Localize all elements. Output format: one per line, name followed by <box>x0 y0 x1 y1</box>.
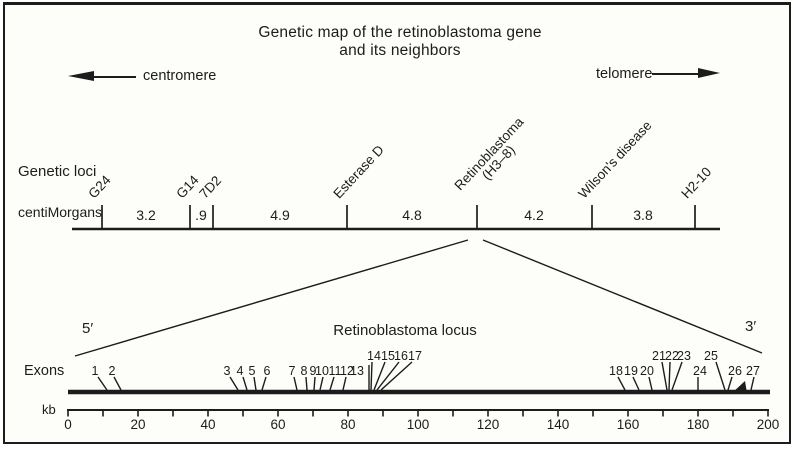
telomere-arrow-icon <box>698 68 720 78</box>
kb-axis-label-140: 140 <box>546 417 570 432</box>
exon-label-24: 24 <box>693 364 707 378</box>
cm-distance-3: 4.8 <box>402 207 422 223</box>
exon-tick-18 <box>617 376 626 391</box>
kb-axis-label-0: 0 <box>64 417 72 432</box>
exon-label-13: 13 <box>350 364 364 378</box>
exon-label-12: 12 <box>340 364 354 378</box>
kb-axis-label-20: 20 <box>130 417 146 432</box>
exon-label-5: 5 <box>248 364 256 378</box>
exon-label-9: 9 <box>309 364 317 378</box>
zoom-diagonal-right <box>482 239 763 354</box>
exon-tick-1 <box>97 376 108 391</box>
kb-axis-label-60: 60 <box>270 417 286 432</box>
exon-tick-19 <box>632 376 640 391</box>
exon-tick-22 <box>668 361 671 391</box>
exon-label-7: 7 <box>288 364 296 378</box>
kb-axis-label-200: 200 <box>756 417 780 432</box>
exon-tick-17 <box>380 361 413 391</box>
exon-tick-26 <box>727 376 733 391</box>
exon-tick-6 <box>261 376 267 391</box>
exon-label-19: 19 <box>624 364 638 378</box>
exon-label-23: 23 <box>677 349 691 363</box>
exon-tick-21 <box>661 361 668 391</box>
exon-label-10: 10 <box>315 364 329 378</box>
exon-label-14: 14 <box>367 349 381 363</box>
exon-tick-8 <box>305 376 308 391</box>
exon-26-filled-wedge <box>732 381 747 393</box>
exon-tick-10 <box>319 376 324 391</box>
centromere-arrow-icon <box>68 71 94 81</box>
kb-axis-label-120: 120 <box>476 417 500 432</box>
centimorgans-row-label: centiMorgans <box>18 204 103 220</box>
exon-label-2: 2 <box>108 364 116 378</box>
exon-tick-15 <box>373 361 386 391</box>
exon-tick-16 <box>376 361 400 391</box>
three-prime-label: 3′ <box>745 318 757 335</box>
exon-tick-2 <box>113 376 122 391</box>
exon-tick-23 <box>671 361 683 391</box>
telomere-arrow-shaft <box>652 73 700 76</box>
kb-axis-label-100: 100 <box>406 417 430 432</box>
exon-label-3: 3 <box>223 364 231 378</box>
exon-tick-25 <box>715 361 726 391</box>
five-prime-label: 5′ <box>82 320 94 337</box>
exon-label-8: 8 <box>300 364 308 378</box>
exon-label-17: 17 <box>408 349 422 363</box>
cm-distance-5: 3.8 <box>633 207 653 223</box>
exon-label-4: 4 <box>236 364 244 378</box>
exon-label-22: 22 <box>665 349 679 363</box>
figure-border <box>3 2 791 444</box>
kb-axis-label-160: 160 <box>616 417 640 432</box>
exon-tick-12 <box>342 376 347 391</box>
exon-tick-5 <box>253 376 257 391</box>
kb-axis-label-40: 40 <box>200 417 216 432</box>
exon-label-25: 25 <box>704 349 718 363</box>
exon-label-15: 15 <box>381 349 395 363</box>
cm-distance-0: 3.2 <box>136 207 156 223</box>
exon-tick-9 <box>313 376 316 391</box>
exon-label-26: 26 <box>728 364 742 378</box>
telomere-label: telomere <box>596 66 653 82</box>
exon-label-27: 27 <box>746 364 760 378</box>
cm-distance-4: 4.2 <box>524 207 544 223</box>
figure-title-line2: and its neighbors <box>339 42 461 59</box>
locus-title: Retinoblastoma locus <box>333 322 477 339</box>
kb-unit-label: kb <box>42 402 56 417</box>
exon-label-6: 6 <box>263 364 271 378</box>
cm-distance-1: .9 <box>195 207 207 223</box>
exon-tick-20 <box>648 376 653 391</box>
exon-label-21: 21 <box>652 349 666 363</box>
figure-title-line1: Genetic map of the retinoblastoma gene <box>258 24 542 41</box>
exon-label-11: 11 <box>328 364 342 378</box>
exon-tick-3 <box>229 376 239 391</box>
kb-axis-label-180: 180 <box>686 417 710 432</box>
exon-tick-4 <box>242 376 248 391</box>
exon-label-20: 20 <box>640 364 654 378</box>
exon-label-1: 1 <box>91 364 99 378</box>
exon-tick-14 <box>370 361 373 391</box>
genetic-loci-row-label: Genetic loci <box>18 163 97 180</box>
centromere-label: centromere <box>143 68 217 84</box>
exon-label-18: 18 <box>609 364 623 378</box>
exon-tick-7 <box>293 376 298 391</box>
exon-tick-11 <box>329 376 335 391</box>
centromere-arrow-shaft <box>92 76 136 79</box>
exons-row-label: Exons <box>24 363 65 379</box>
exon-tick-27 <box>750 376 755 391</box>
kb-axis-label-80: 80 <box>340 417 356 432</box>
cm-distance-2: 4.9 <box>270 207 290 223</box>
exon-label-16: 16 <box>394 349 408 363</box>
zoom-diagonal-left <box>74 239 469 357</box>
